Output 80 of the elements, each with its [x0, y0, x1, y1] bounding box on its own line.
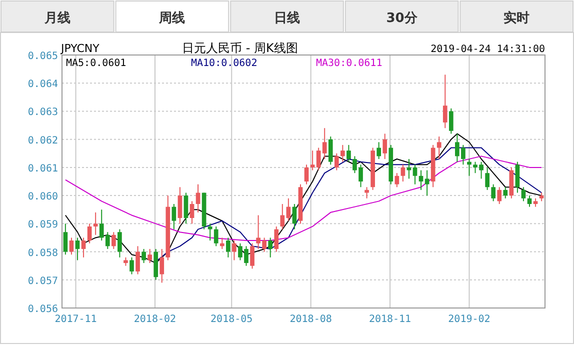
candlestick: [322, 128, 327, 160]
candlestick: [334, 152, 339, 171]
candlestick: [442, 74, 448, 129]
candlestick: [418, 170, 424, 190]
candlestick: [376, 142, 382, 160]
candlestick: [190, 200, 194, 224]
candlestick: [340, 144, 345, 162]
candlestick: [63, 223, 68, 256]
candlestick: [69, 237, 74, 256]
candlestick: [521, 186, 526, 202]
x-tick-label: 2018-11: [368, 314, 412, 325]
candlestick: [87, 223, 92, 244]
candlestick: [467, 158, 472, 176]
candlestick: [292, 203, 297, 230]
candlestick: [136, 246, 140, 275]
candlestick: [178, 186, 182, 224]
candlestick: [328, 136, 333, 166]
candlestick: [118, 228, 122, 258]
candlestick: [400, 164, 406, 182]
y-tick-label: 0.064: [28, 79, 58, 90]
candlestick: [406, 158, 412, 180]
candlestick: [81, 237, 86, 258]
x-tick-label: 2017-11: [54, 314, 97, 325]
candlestick: [196, 184, 200, 213]
candlestick: [448, 108, 454, 134]
candlestick: [160, 248, 164, 284]
candlestick: [148, 248, 152, 264]
candlestick: [503, 186, 508, 199]
text: MA10:0.0602: [191, 58, 258, 69]
candlestick: [527, 195, 532, 208]
candlestick: [111, 232, 116, 250]
y-tick-label: 0.062: [28, 135, 58, 146]
x-tick-label: 2019-02: [448, 314, 490, 325]
line-series: [64, 133, 542, 264]
candlestick: [232, 240, 236, 261]
candlestick: [310, 150, 315, 171]
candlestick: [515, 161, 520, 194]
y-tick-label: 0.059: [28, 220, 58, 231]
candlestick: [382, 133, 388, 160]
candlestick: [412, 164, 418, 185]
x-tick-label: 2018-08: [290, 314, 332, 325]
x-tick-label: 2018-05: [210, 314, 253, 325]
y-tick-label: 0.060: [28, 192, 58, 203]
candlestick: [286, 198, 291, 222]
candlestick: [93, 212, 98, 236]
candlestick: [220, 237, 224, 250]
candlestick: [75, 237, 80, 261]
candlestick: [424, 170, 430, 196]
y-tick-label: 0.061: [28, 163, 58, 174]
chart-subtitle: JPYCNY: [60, 42, 100, 55]
candlestick: [268, 237, 273, 258]
candlestick: [226, 237, 230, 258]
y-tick-label: 0.057: [28, 276, 58, 287]
candlestick: [208, 223, 212, 242]
candlestick: [497, 186, 502, 204]
y-tick-label: 0.065: [28, 51, 58, 62]
y-tick-label: 0.056: [28, 304, 58, 315]
x-tick-label: 2018-02: [134, 314, 176, 325]
candlestick: [130, 256, 134, 275]
y-tick-label: 0.058: [28, 248, 58, 259]
text: MA5:0.0601: [66, 58, 126, 69]
candlestick: [491, 184, 496, 202]
y-tick-label: 0.063: [28, 107, 58, 118]
candlestick: [364, 186, 369, 199]
candlestick: [280, 203, 285, 230]
candlestick: [316, 147, 321, 171]
candlestick: [274, 226, 279, 252]
annotation: 2019-04-24 14:31:00: [430, 44, 545, 55]
candlestick: [250, 242, 254, 270]
candlestick: [142, 248, 146, 264]
chart-title: 日元人民币 - 周K线图: [182, 41, 298, 55]
candlestick: [304, 164, 309, 185]
candlestick: [394, 172, 400, 188]
candlestick: [184, 192, 188, 224]
candlestick: [214, 226, 218, 247]
candlestick: [172, 203, 176, 230]
text: MA30:0.0611: [316, 58, 382, 69]
candlestick: [346, 144, 351, 162]
candlestick: [436, 136, 442, 160]
candlestick: [485, 166, 490, 190]
